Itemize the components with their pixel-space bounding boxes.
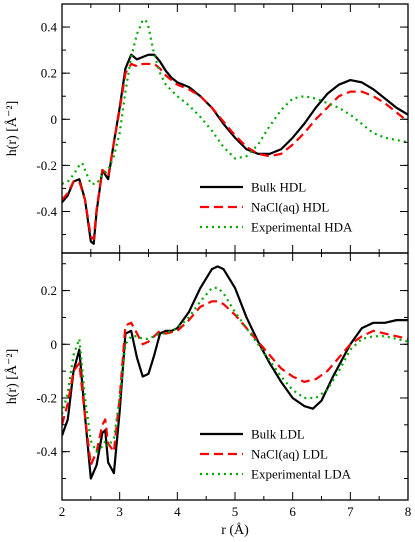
x-tick-label: 6	[289, 504, 296, 519]
x-tick-label: 4	[174, 504, 181, 519]
bottom-y-axis-title: h(r) [Å⁻²]	[4, 349, 20, 405]
top-ytick-label: 0.2	[41, 66, 57, 81]
top-series-line-1	[62, 53, 408, 245]
x-axis-title: r (Å)	[221, 522, 249, 538]
bottom-legend-label-3: Experimental LDA	[251, 467, 352, 482]
top-ytick-label: 0	[51, 112, 58, 127]
bottom-series-line-3	[62, 286, 408, 453]
x-tick-label: 3	[116, 504, 123, 519]
bottom-ytick-label: -0.2	[36, 390, 57, 405]
bottom-ytick-label: -0.4	[36, 444, 57, 459]
x-tick-label: 2	[59, 504, 66, 519]
top-ytick-label: -0.4	[36, 204, 57, 219]
top-series-line-3	[62, 19, 408, 185]
top-y-axis-title: h(r) [Å⁻²]	[4, 101, 20, 157]
x-tick-label: 8	[405, 504, 412, 519]
top-series-line-2	[62, 62, 408, 241]
bottom-series-line-2	[62, 300, 408, 467]
top-plot-frame	[61, 3, 409, 254]
bottom-ytick-label: 0.2	[41, 283, 57, 298]
bottom-ytick-label: 0	[51, 337, 58, 352]
top-legend-label-2: NaCl(aq) HDL	[251, 200, 329, 215]
bottom-series-line-1	[62, 265, 408, 480]
x-tick-label: 5	[232, 504, 239, 519]
bottom-legend-label-2: NaCl(aq) LDL	[251, 447, 328, 462]
x-tick-label: 7	[347, 504, 354, 519]
top-ytick-label: -0.2	[36, 158, 57, 173]
top-legend-label-1: Bulk HDL	[251, 180, 306, 195]
bottom-legend-label-1: Bulk LDL	[251, 427, 305, 442]
top-ytick-label: 0.4	[41, 20, 58, 35]
top-legend-label-3: Experimental HDA	[251, 220, 353, 235]
